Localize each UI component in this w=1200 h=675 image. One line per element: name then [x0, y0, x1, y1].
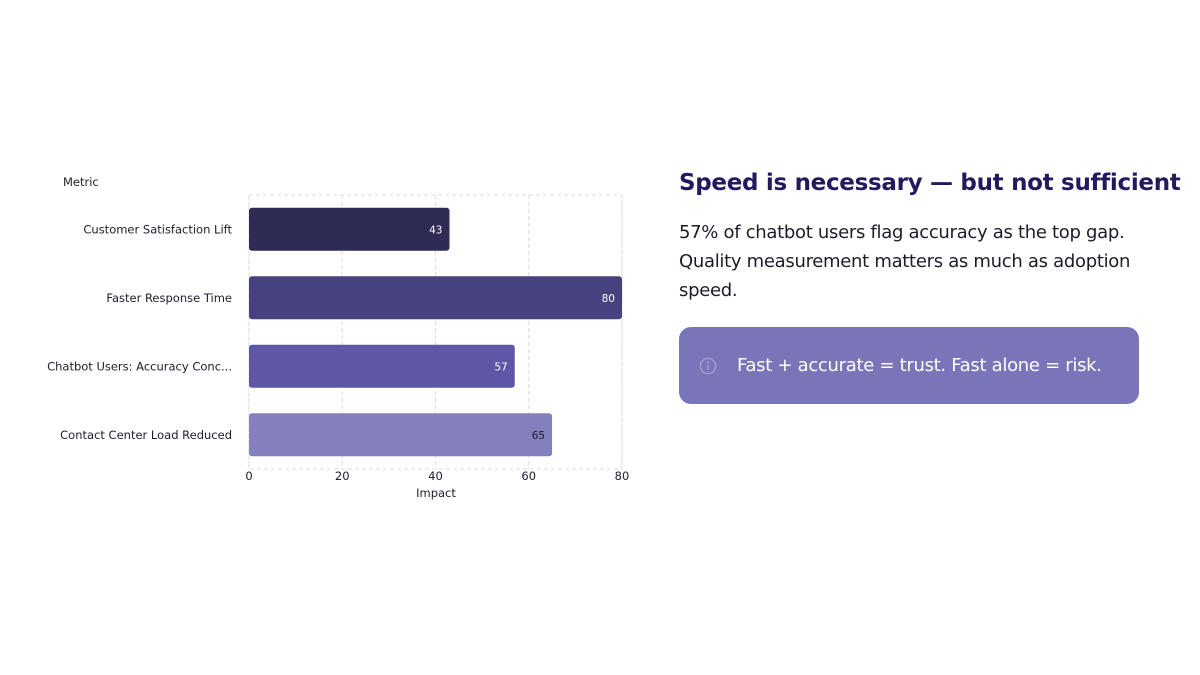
x-axis-title: Impact	[416, 486, 456, 500]
info-icon	[699, 357, 717, 374]
x-tick-labels: 0 20 40 60 80	[245, 469, 629, 483]
category-label: Chatbot Users: Accuracy Conc...	[47, 359, 232, 373]
headline: Speed is necessary — but not sufficient	[679, 170, 1181, 196]
insight-panel: Speed is necessary — but not sufficient …	[679, 170, 1181, 404]
x-tick-label: 20	[335, 469, 350, 483]
category-label: Customer Satisfaction Lift	[83, 222, 232, 236]
bar-value-label: 57	[494, 361, 507, 373]
bar-value-label: 43	[429, 224, 442, 236]
x-tick-label: 80	[615, 469, 630, 483]
bar	[249, 344, 515, 388]
body-text: 57% of chatbot users flag accuracy as th…	[679, 222, 1131, 301]
bars: 43 80 57 65	[249, 207, 622, 457]
bar-value-label: 80	[602, 293, 615, 305]
bar	[249, 276, 622, 320]
x-tick-label: 40	[428, 469, 443, 483]
bar	[249, 207, 450, 251]
x-tick-label: 0	[245, 469, 252, 483]
category-labels: Customer Satisfaction Lift Faster Respons…	[47, 222, 232, 442]
bar-value-label: 65	[532, 430, 545, 442]
callout-text: Fast + accurate = trust. Fast alone = ri…	[737, 355, 1102, 376]
bar	[249, 413, 553, 457]
bar-chart: Metric 43 80 57 65 Customer Satisfaction Li…	[47, 175, 629, 500]
category-label: Faster Response Time	[106, 291, 232, 305]
y-axis-title: Metric	[63, 175, 99, 189]
callout-box: Fast + accurate = trust. Fast alone = ri…	[679, 327, 1139, 404]
category-label: Contact Center Load Reduced	[60, 428, 232, 442]
x-tick-label: 60	[521, 469, 536, 483]
